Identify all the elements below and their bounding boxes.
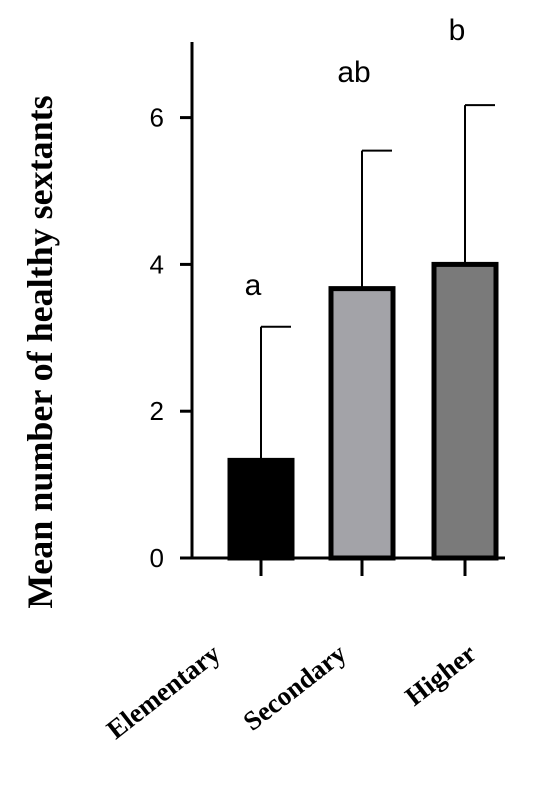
significance-letter-elementary: a [245,269,262,302]
significance-letter-secondary: ab [337,56,370,89]
bar-secondary [328,286,396,561]
y-tick-label: 4 [150,249,164,279]
category-label-secondary: Secondary [237,638,352,737]
category-labels: Elementary Secondary Higher [101,638,482,745]
y-tick-label: 0 [150,543,164,573]
bars [227,261,499,561]
y-tick-label: 6 [150,103,164,133]
error-bars [260,104,495,461]
significance-letter-higher: b [449,14,466,47]
category-label-elementary: Elementary [101,638,226,745]
category-label-higher: Higher [399,638,481,712]
bar-elementary [227,457,295,561]
y-axis-title: Mean number of healthy sextants [20,95,60,608]
bar-higher [431,261,499,561]
y-tick-label: 2 [150,396,164,426]
significance-letters: a ab b [245,14,466,302]
